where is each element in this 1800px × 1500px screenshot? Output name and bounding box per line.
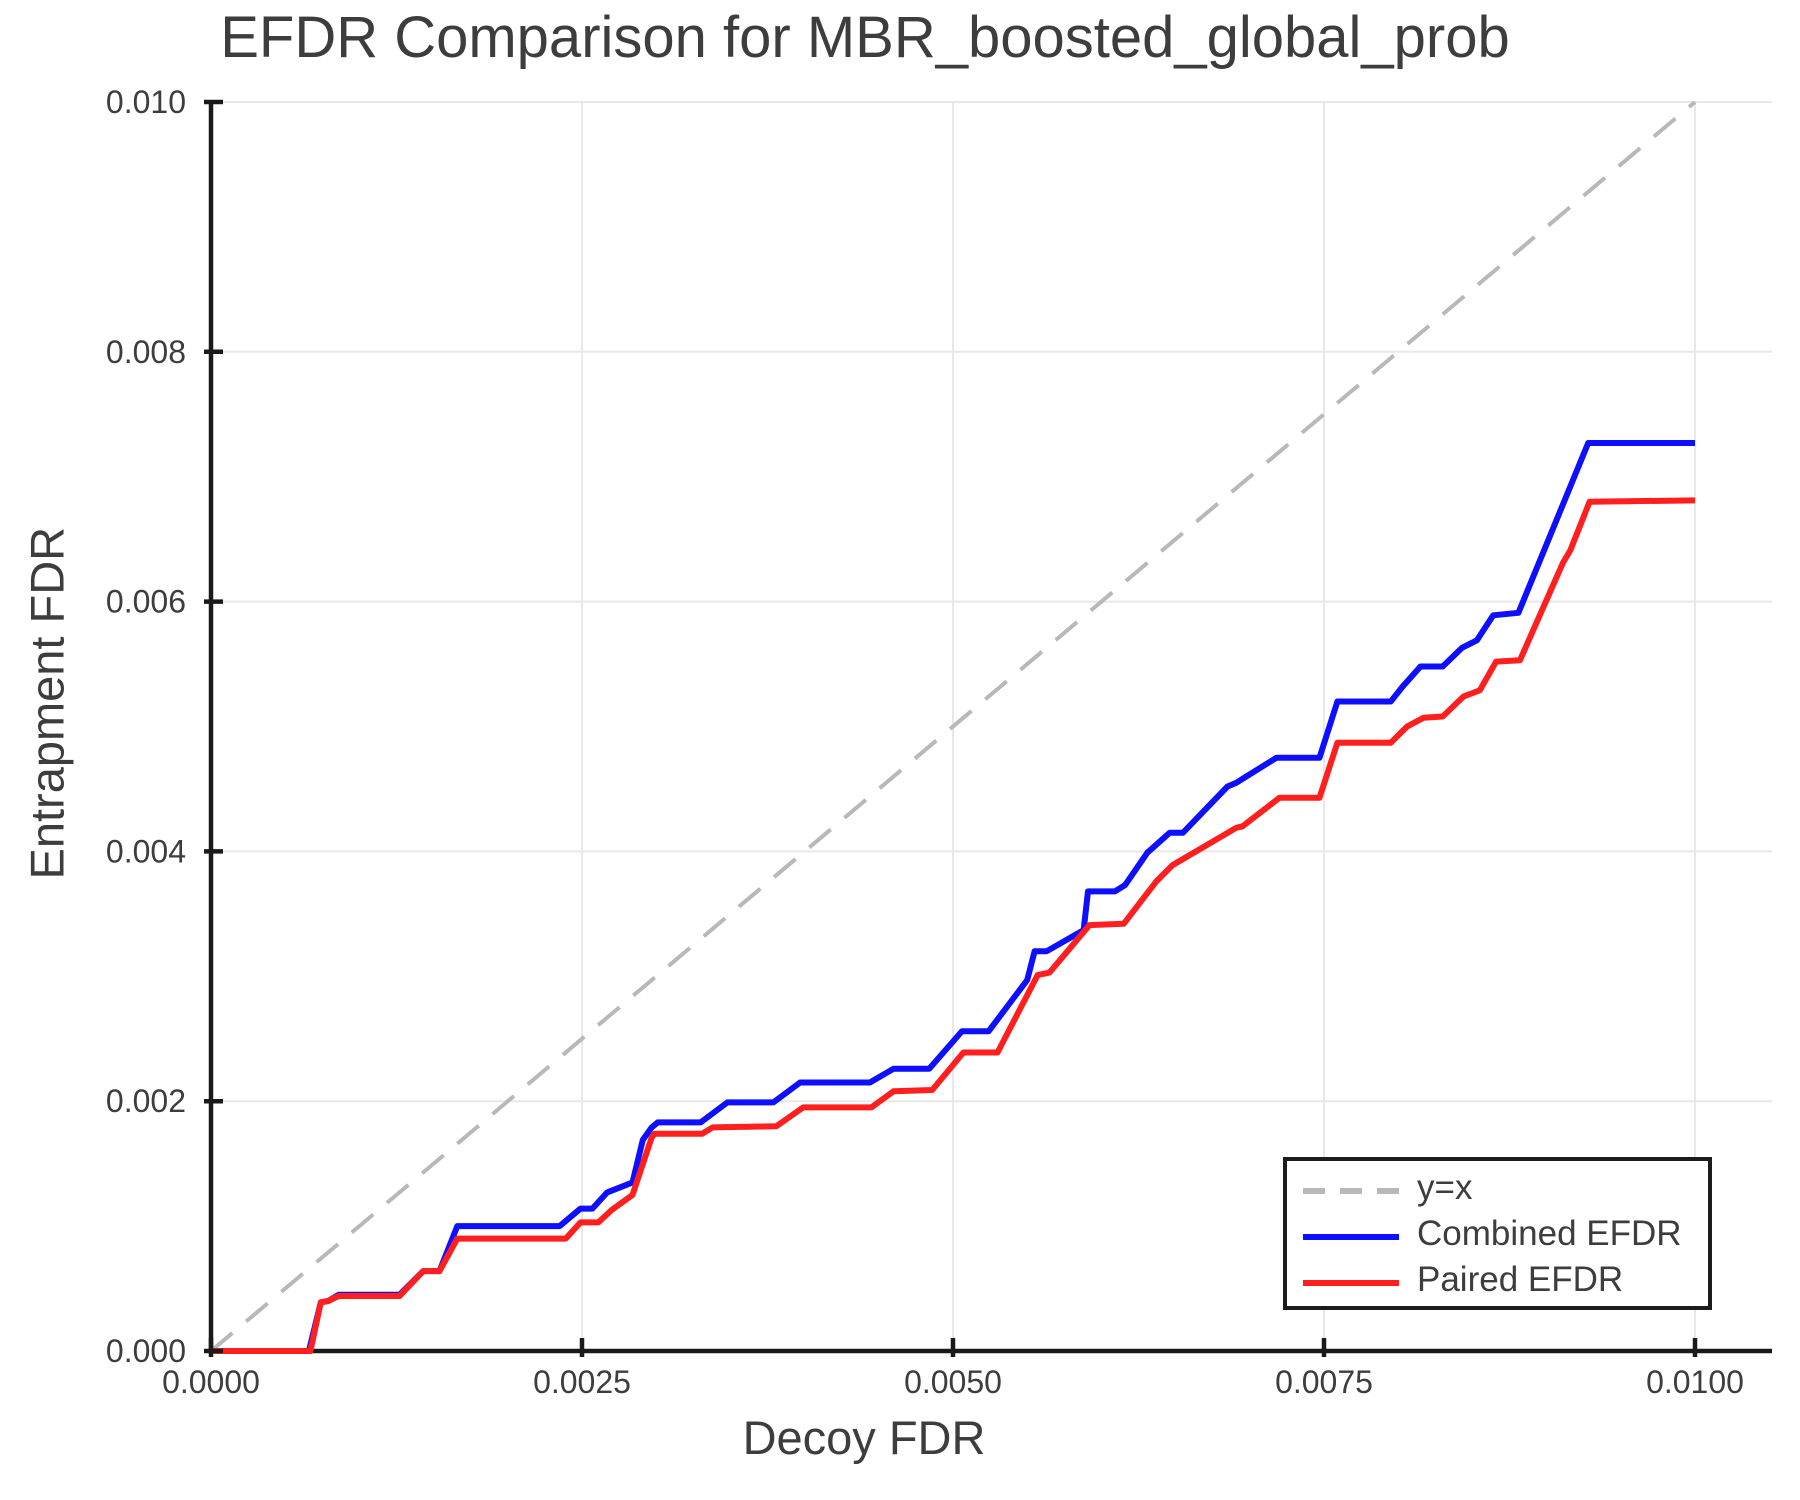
combined-efdr-line — [211, 440, 1695, 1354]
x-tick-label: 0.0000 — [162, 1364, 260, 1400]
y-tick-label: 0.008 — [106, 334, 186, 370]
y-tick-label: 0.006 — [106, 584, 186, 620]
x-tick-label: 0.0025 — [533, 1364, 631, 1400]
y-tick-label: 0.002 — [106, 1083, 186, 1119]
legend-label-yx: y=x — [1417, 1168, 1473, 1207]
x-tick-label: 0.0050 — [904, 1364, 1002, 1400]
dashed-line-swatch — [1303, 1183, 1399, 1194]
blue-line-swatch — [1303, 1229, 1399, 1240]
x-axis-label: Decoy FDR — [742, 1411, 986, 1464]
y-tick-label: 0.004 — [106, 833, 186, 869]
legend-label-paired-efdr: Paired EFDR — [1417, 1260, 1624, 1299]
red-line-swatch — [1303, 1275, 1399, 1286]
legend-item-paired-efdr: Paired EFDR — [1303, 1257, 1708, 1303]
y-tick-label: 0.010 — [106, 84, 186, 120]
legend-label-combined-efdr: Combined EFDR — [1417, 1214, 1682, 1253]
x-tick-label: 0.0100 — [1646, 1364, 1744, 1400]
y-tick-label: 0.000 — [106, 1333, 186, 1369]
legend-item-combined-efdr: Combined EFDR — [1303, 1211, 1708, 1257]
y-x-line — [209, 100, 1697, 1353]
legend: y=x Combined EFDR Paired EFDR — [1283, 1157, 1712, 1310]
x-tick-label: 0.0075 — [1275, 1364, 1373, 1400]
legend-item-yx: y=x — [1303, 1165, 1708, 1211]
chart-title: EFDR Comparison for MBR_boosted_global_p… — [220, 5, 1510, 70]
paired-efdr-line — [211, 497, 1696, 1354]
